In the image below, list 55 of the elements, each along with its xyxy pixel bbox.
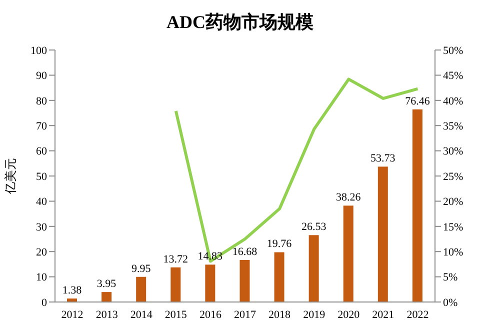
y-tick-label: 60 [36,146,48,158]
bar [412,109,422,302]
y2-tick-label: 40% [443,95,464,108]
bar [343,206,354,302]
y-tick-label: 80 [36,95,48,108]
y-tick-label: 50 [36,170,48,183]
bar [205,264,216,302]
bar [308,235,319,302]
y-tick-label: 40 [36,196,48,208]
bar [136,276,146,302]
y-axis-title: 亿美元 [3,158,18,195]
data-label: 16.68 [232,246,258,258]
y2-tick-label: 10% [443,246,464,259]
x-tick-label: 2012 [61,308,84,321]
x-tick-label: 2019 [303,308,326,321]
bar [102,292,112,302]
x-tick-label: 2016 [199,308,222,321]
data-label: 1.38 [62,284,82,297]
data-label: 3.95 [96,278,117,290]
x-tick-label: 2020 [338,308,360,321]
data-label: 38.26 [336,192,362,204]
x-tick-label: 2013 [96,308,118,321]
y2-tick-label: 15% [443,221,464,234]
x-tick-label: 2018 [268,308,292,321]
x-tick-label: 2022 [406,308,429,321]
data-label: 19.76 [266,238,292,250]
x-tick-label: 2017 [234,308,256,321]
y2-tick-label: 45% [443,70,464,82]
chart-title: ADC药物市场规模 [166,11,314,34]
data-label: 9.95 [131,262,152,275]
y-tick-label: 20 [36,246,48,259]
y2-tick-label: 20% [443,196,464,208]
x-tick-label: 2014 [130,308,153,321]
data-label: 53.73 [370,152,396,165]
y-tick-label: 90 [36,70,48,82]
y2-tick-label: 0% [443,296,458,309]
y-tick-label: 70 [36,120,48,133]
bar [378,166,388,302]
bar [170,267,181,302]
bar [274,252,284,302]
x-tick-label: 2015 [164,308,188,321]
x-tick-label: 2021 [372,308,394,321]
y2-tick-label: 30% [443,146,464,158]
y-tick-label: 100 [30,44,48,57]
y2-tick-label: 35% [443,120,464,133]
y2-tick-label: 5% [443,272,458,284]
y-tick-label: 10 [36,272,48,284]
y-tick-label: 0 [42,296,48,309]
bar [240,260,250,302]
y-tick-label: 30 [36,221,48,234]
y2-tick-label: 25% [443,170,464,183]
data-label: 13.72 [163,253,188,266]
y2-tick-label: 50% [443,44,464,57]
data-label: 76.46 [405,95,430,108]
data-label: 26.53 [301,221,327,234]
